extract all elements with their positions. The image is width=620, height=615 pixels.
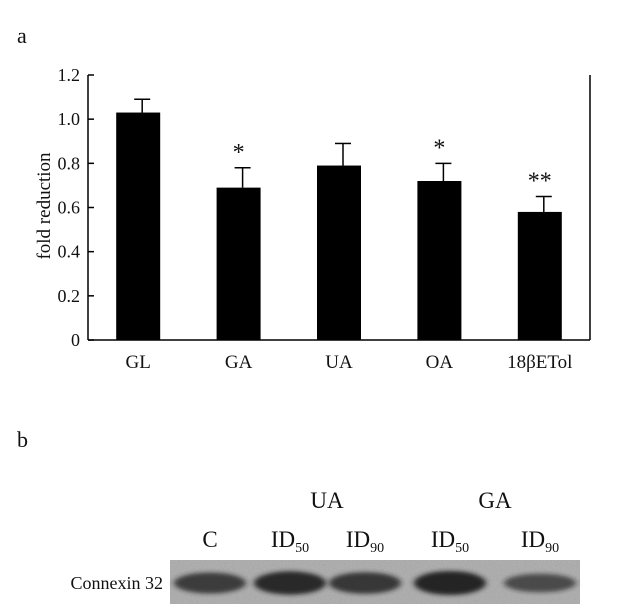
y-tick-label: 0.6 [58,198,81,218]
blot-lane-label: C [202,527,217,552]
significance-marker: * [233,140,245,166]
blot-lane-label: ID50 [271,527,309,556]
axes [87,75,591,341]
bar [517,211,562,340]
x-category-label: GA [225,352,253,373]
bar-chart: fold reduction 0 0.2 0.4 0.6 0.8 1.0 1.2 GL GA U… [34,65,591,373]
bar [216,187,261,340]
blot-group-label: UA [310,488,344,513]
x-category-label: UA [325,352,353,373]
bar [417,181,462,340]
blot-group-label: GA [478,488,512,513]
y-tick-label: 0 [71,330,80,350]
bar [116,112,161,341]
x-category-label: GL [126,352,151,373]
bar [317,165,361,340]
bars [116,112,562,341]
y-tick-label: 0.2 [58,286,81,306]
blot-lane-labels: C ID50 ID90 ID50 ID90 [202,527,559,556]
western-blot: UA GA C ID50 ID90 ID50 ID90 Connexin 32 [71,488,580,604]
x-category-label: OA [426,352,454,373]
blot-band [329,572,401,594]
blot-group-labels: UA GA [310,488,512,513]
blot-band [504,573,576,593]
error-bars [134,98,552,212]
x-category-label: 18βETol [507,352,572,373]
panel-a-label: a [17,23,27,48]
blot-lane-label: ID90 [521,527,559,556]
y-axis-title: fold reduction [34,152,55,260]
significance-markers: * *** [233,135,552,194]
panel-b-label: b [17,427,28,452]
significance-marker: * [433,135,445,161]
y-tick-label: 1.2 [58,65,81,85]
blot-row-label: Connexin 32 [71,573,164,593]
blot-lane-label: ID90 [346,527,384,556]
blot-band [414,571,486,595]
y-axis-ticks: 0 0.2 0.4 0.6 0.8 1.0 1.2 [58,65,94,350]
blot-lane-label: ID50 [431,527,469,556]
blot-strip [170,560,580,604]
y-tick-label: 1.0 [58,109,81,129]
blot-band [254,571,326,595]
y-tick-label: 0.4 [58,242,81,262]
significance-marker: ** [528,168,552,194]
y-tick-label: 0.8 [58,153,81,173]
x-axis-category-labels: GL GA UA OA 18βETol [126,352,573,373]
blot-band [174,572,246,594]
